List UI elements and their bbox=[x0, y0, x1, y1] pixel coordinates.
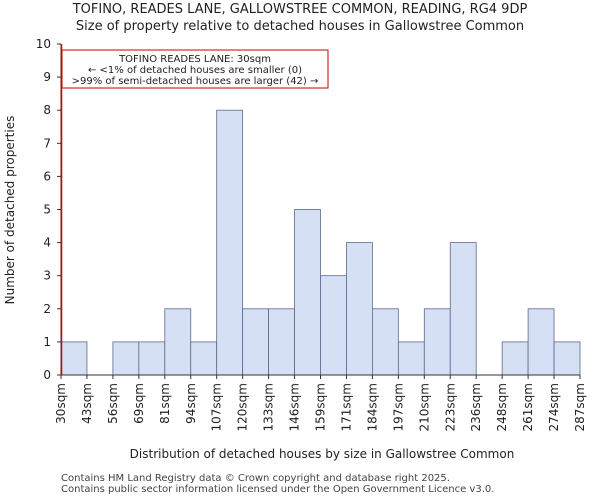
histogram-chart: 0 1 2 3 4 5 6 7 8 9 10 30sqm 43sqm 56sqm 69sqm 81sqm 94s… bbox=[3, 37, 587, 461]
chart-title: TOFINO, READES LANE, GALLOWSTREE COMMON,… bbox=[72, 2, 528, 17]
x-tick-label: 159sqm bbox=[314, 383, 328, 431]
x-tick-label: 197sqm bbox=[391, 383, 405, 431]
histogram-bar bbox=[527, 308, 555, 376]
x-tick-label: 171sqm bbox=[339, 383, 353, 431]
x-tick-label: 210sqm bbox=[417, 383, 431, 431]
x-tick-label: 248sqm bbox=[495, 383, 509, 431]
histogram-bar bbox=[553, 341, 581, 376]
x-tick-label: 274sqm bbox=[547, 383, 561, 431]
y-tick-label: 4 bbox=[43, 236, 51, 250]
annotation-line-1: TOFINO READES LANE: 30sqm bbox=[118, 54, 271, 65]
x-tick-label: 69sqm bbox=[132, 383, 146, 424]
y-tick-label: 3 bbox=[43, 269, 51, 283]
x-tick-label: 184sqm bbox=[365, 383, 379, 431]
x-tick-label: 30sqm bbox=[54, 383, 68, 424]
footer-licence: Contains public sector information licen… bbox=[61, 484, 495, 495]
y-tick-label: 9 bbox=[43, 70, 51, 84]
x-tick-label: 261sqm bbox=[521, 383, 535, 431]
y-tick-label: 0 bbox=[43, 368, 51, 382]
annotation-border bbox=[61, 49, 329, 89]
histogram-bar bbox=[242, 308, 269, 376]
histogram-bar bbox=[268, 308, 295, 376]
histogram-bar bbox=[346, 242, 373, 376]
x-tick-label: 133sqm bbox=[262, 383, 276, 431]
x-tick-label: 107sqm bbox=[210, 383, 224, 431]
x-tick-label: 223sqm bbox=[443, 383, 457, 431]
chart-subtitle: Size of property relative to detached ho… bbox=[75, 19, 525, 34]
x-tick-label: 81sqm bbox=[158, 383, 172, 424]
histogram-bar bbox=[371, 308, 399, 376]
histogram-bar bbox=[60, 341, 88, 376]
bars bbox=[60, 109, 581, 376]
histogram-bar bbox=[449, 242, 477, 376]
y-tick-label: 5 bbox=[43, 203, 51, 217]
y-tick-label: 2 bbox=[43, 302, 51, 316]
x-tick-label: 56sqm bbox=[106, 383, 120, 424]
footer-copyright: Contains HM Land Registry data © Crown c… bbox=[61, 473, 450, 484]
histogram-bar bbox=[138, 341, 166, 376]
annotation-box: TOFINO READES LANE: 30sqm ← <1% of detac… bbox=[61, 49, 329, 89]
y-axis-label: Number of detached properties bbox=[3, 116, 17, 305]
histogram-bar bbox=[216, 109, 244, 376]
histogram-bar bbox=[423, 308, 451, 376]
x-axis-label: Distribution of detached houses by size … bbox=[130, 447, 515, 461]
histogram-bar bbox=[164, 308, 192, 376]
histogram-bar bbox=[397, 341, 425, 376]
y-tick-label: 1 bbox=[43, 335, 51, 349]
annotation-line-3: >99% of semi-detached houses are larger … bbox=[72, 76, 319, 87]
y-tick-label: 10 bbox=[36, 37, 51, 51]
x-tick-label: 146sqm bbox=[288, 383, 302, 431]
x-tick-label: 120sqm bbox=[236, 383, 250, 431]
histogram-bar bbox=[112, 341, 140, 376]
x-tick-label: 43sqm bbox=[80, 383, 94, 424]
x-tick-label: 287sqm bbox=[573, 383, 587, 431]
histogram-bar bbox=[501, 341, 529, 376]
histogram-bar bbox=[294, 209, 321, 376]
tick-labels: 0 1 2 3 4 5 6 7 8 9 10 30sqm 43sqm 56sqm 69sqm 81sqm 94s… bbox=[36, 37, 587, 431]
x-tick-label: 94sqm bbox=[184, 383, 198, 424]
annotation-line-2: ← <1% of detached houses are smaller (0) bbox=[88, 65, 302, 76]
x-tick-label: 236sqm bbox=[469, 383, 483, 431]
histogram-bar bbox=[320, 275, 347, 376]
y-tick-label: 8 bbox=[43, 103, 51, 117]
y-tick-label: 7 bbox=[43, 136, 51, 150]
y-tick-label: 6 bbox=[43, 169, 51, 183]
histogram-bar bbox=[190, 341, 218, 376]
